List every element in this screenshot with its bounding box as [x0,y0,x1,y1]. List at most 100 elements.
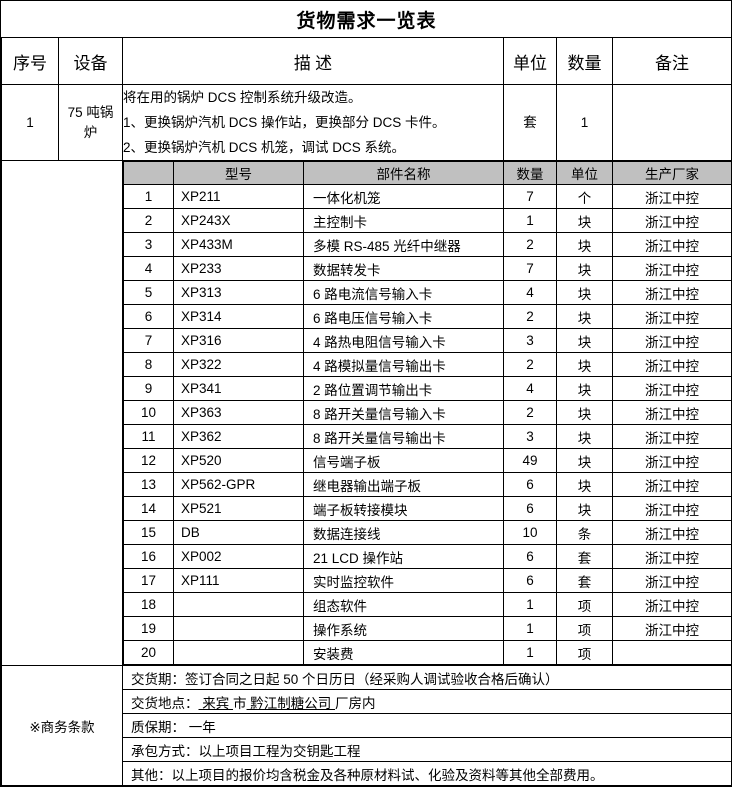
part-unit: 块 [556,208,613,233]
part-qty: 6 [503,544,557,569]
part-unit: 项 [556,592,613,617]
part-maker: 浙江中控 [612,232,732,257]
parts-table-row: 10 XP363 8 路开关量信号输入卡 2 块浙江中控 [123,400,732,425]
main-data-row: 1 75 吨锅炉 将在用的锅炉 DCS 控制系统升级改造。 1、更换锅炉汽机 D… [1,84,732,161]
part-seq: 15 [123,520,174,545]
page-title: 货物需求一览表 [296,10,437,32]
parts-table-row: 9 XP341 2 路位置调节输出卡 4 块浙江中控 [123,376,732,401]
part-model [173,592,304,617]
part-seq: 17 [123,568,174,593]
parts-header-unit: 单位 [556,161,613,185]
part-model: XP363 [173,400,304,425]
terms-row: 交货期：签订合同之日起 50 个日历日（经采购人调试验收合格后确认） [123,666,732,690]
part-model: XP521 [173,496,304,521]
part-qty: 1 [503,640,557,665]
part-name: 6 路电压信号输入卡 [303,304,504,329]
part-maker: 浙江中控 [612,376,732,401]
part-qty: 4 [503,376,557,401]
part-model: XP316 [173,328,304,353]
parts-table-row: 14 XP521 端子板转接模块 6 块浙江中控 [123,496,732,521]
part-seq: 19 [123,616,174,641]
delivery-city-suffix: 市 [233,695,247,711]
part-model: XP322 [173,352,304,377]
part-name: 2 路位置调节输出卡 [303,376,504,401]
parts-table-row: 2 XP243X 主控制卡 1 块浙江中控 [123,208,732,233]
terms-row: 交货地点： 来宾 市 黔江制糖公司 厂房内 [123,689,732,714]
part-seq: 13 [123,472,174,497]
part-qty: 1 [503,592,557,617]
part-qty: 2 [503,400,557,425]
part-maker: 浙江中控 [612,256,732,281]
part-maker: 浙江中控 [612,616,732,641]
part-name: 实时监控软件 [303,568,504,593]
part-maker: 浙江中控 [612,328,732,353]
part-qty: 2 [503,304,557,329]
parts-table-row: 12 XP520 信号端子板 49 块浙江中控 [123,448,732,473]
part-model: XP002 [173,544,304,569]
part-maker: 浙江中控 [612,592,732,617]
main-header-row: 序号 设备 描 述 单位 数量 备注 [1,37,732,85]
part-unit: 块 [556,400,613,425]
parts-table-row: 17 XP111 实时监控软件 6 套浙江中控 [123,568,732,593]
part-qty: 2 [503,232,557,257]
part-seq: 2 [123,208,174,233]
part-unit: 块 [556,304,613,329]
parts-subtable-cell: 型号 部件名称 数量 单位 生产厂家 1 XP211 一体化机笼 7 个浙江中控 2 XP2… [121,160,732,666]
part-unit: 块 [556,448,613,473]
cell-remark [611,84,732,161]
part-seq: 7 [123,328,174,353]
part-unit: 块 [556,472,613,497]
delivery-company-blank: 黔江制糖公司 [246,695,336,711]
terms-row: 质保期： 一年 [123,713,732,738]
part-name: 数据转发卡 [303,256,504,281]
part-seq: 10 [123,400,174,425]
terms-line-warranty: 质保期： 一年 [123,713,732,738]
part-seq: 20 [123,640,174,665]
part-name: 6 路电流信号输入卡 [303,280,504,305]
part-model: XP562-GPR [173,472,304,497]
part-qty: 1 [503,616,557,641]
parts-table-row: 8 XP322 4 路模拟量信号输出卡 2 块浙江中控 [123,352,732,377]
part-qty: 3 [503,424,557,449]
part-name: 主控制卡 [303,208,504,233]
part-qty: 10 [503,520,557,545]
parts-header-maker: 生产厂家 [612,161,732,185]
parts-table: 型号 部件名称 数量 单位 生产厂家 1 XP211 一体化机笼 7 个浙江中控 2 XP2… [123,161,732,665]
parts-table-row: 20 安装费 1 项 [123,640,732,665]
parts-left-blank-cell [1,160,123,666]
parts-header-name: 部件名称 [303,161,504,185]
part-name: 组态软件 [303,592,504,617]
part-unit: 套 [556,568,613,593]
parts-header-row: 型号 部件名称 数量 单位 生产厂家 [123,161,732,185]
terms-line-other: 其他：以上项目的报价均含税金及各种原材料试、化验及资料等其他全部费用。 [131,767,604,783]
description-line-2: 1、更换锅炉汽机 DCS 操作站，更换部分 DCS 卡件。 [123,115,446,130]
header-description: 描 述 [122,37,504,85]
description-line-1: 将在用的锅炉 DCS 控制系统升级改造。 [123,90,362,105]
part-model: DB [173,520,304,545]
part-unit: 块 [556,496,613,521]
parts-table-row: 1 XP211 一体化机笼 7 个浙江中控 [123,184,732,209]
part-model: XP211 [173,184,304,209]
part-model: XP314 [173,304,304,329]
parts-table-row: 16 XP002 21 LCD 操作站 6 套浙江中控 [123,544,732,569]
part-name: 数据连接线 [303,520,504,545]
parts-table-row: 13 XP562-GPR 继电器输出端子板 6 块浙江中控 [123,472,732,497]
terms-row: 承包方式：以上项目工程为交钥匙工程 [123,737,732,762]
part-name: 操作系统 [303,616,504,641]
part-unit: 套 [556,544,613,569]
part-unit: 块 [556,256,613,281]
terms-body-cell: 交货期：签订合同之日起 50 个日历日（经采购人调试验收合格后确认） 交货地点：… [121,665,732,786]
parts-section-row: 型号 部件名称 数量 单位 生产厂家 1 XP211 一体化机笼 7 个浙江中控 2 XP2… [1,160,732,666]
parts-table-row: 18 组态软件 1 项浙江中控 [123,592,732,617]
terms-line-delivery-location: 交货地点： 来宾 市 黔江制糖公司 厂房内 [123,689,732,714]
parts-table-row: 7 XP316 4 路热电阻信号输入卡 3 块浙江中控 [123,328,732,353]
part-unit: 块 [556,280,613,305]
part-maker: 浙江中控 [612,400,732,425]
part-maker: 浙江中控 [612,520,732,545]
part-unit: 条 [556,520,613,545]
parts-table-row: 11 XP362 8 路开关量信号输出卡 3 块浙江中控 [123,424,732,449]
cell-device: 75 吨锅炉 [58,84,123,161]
part-qty: 7 [503,184,557,209]
part-seq: 5 [123,280,174,305]
part-qty: 1 [503,208,557,233]
